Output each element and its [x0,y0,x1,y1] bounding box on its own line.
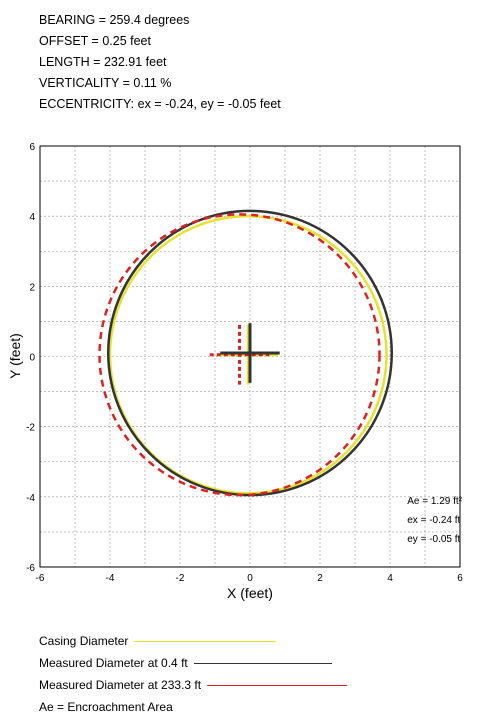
y-tick-label: 2 [29,282,35,293]
x-axis-label: X (feet) [227,585,273,601]
legend-item-casing: Casing Diameter [39,630,347,652]
chart-series [98,209,393,497]
y-tick-label: 6 [29,142,35,153]
series-circle-measured-bottom [98,213,381,497]
series-circle-casing [108,214,388,495]
y-tick-label: 4 [29,212,35,223]
encroachment-annotation: Ae = 1.29 ft² ex = -0.24 ft ey = -0.05 f… [407,492,462,549]
x-tick-label: 6 [457,573,463,584]
legend-label-measured-top: Measured Diameter at 0.4 ft [39,656,188,670]
legend-swatch-measured-top [193,662,332,664]
x-tick-label: 4 [387,573,393,584]
legend-label-casing: Casing Diameter [39,634,129,648]
legend-swatch-casing [134,640,277,642]
y-tick-label: -6 [26,563,35,574]
y-tick-label: -4 [26,493,35,504]
eccentricity-text: ECCENTRICITY: ex = -0.24, ey = -0.05 fee… [39,97,281,111]
ey-value: ey = -0.05 ft [407,534,461,545]
legend-item-measured-top: Measured Diameter at 0.4 ft [39,652,347,674]
ae-value: Ae = 1.29 ft² [407,496,462,507]
offset-text: OFFSET = 0.25 feet [39,34,151,48]
plot-frame [39,145,461,568]
x-tick-label: -6 [36,573,45,584]
x-tick-label: -4 [106,573,115,584]
verticality-text: VERTICALITY = 0.11 % [39,76,172,90]
legend-item-measured-bottom: Measured Diameter at 233.3 ft [39,674,348,696]
x-tick-label: 0 [247,573,253,584]
legend-label-ae: Ae = Encroachment Area [39,700,173,714]
x-tick-label: -2 [176,573,185,584]
ex-value: ex = -0.24 ft [407,515,461,526]
well-survey-summary: BEARING = 259.4 degrees OFFSET = 0.25 fe… [39,10,281,115]
bearing-text: BEARING = 259.4 degrees [39,13,190,27]
legend-label-measured-bottom: Measured Diameter at 233.3 ft [39,678,202,692]
tick-labels: -6 -4 -2 0 2 4 6 -6 -4 -2 0 2 4 6 [26,142,463,584]
x-tick-label: 2 [317,573,323,584]
y-tick-label: -2 [26,423,35,434]
y-tick-label: 0 [29,353,35,364]
legend-swatch-measured-bottom [207,684,348,686]
length-text: LENGTH = 232.91 feet [39,55,167,69]
y-axis-label: Y (feet) [7,333,23,379]
legend-item-ae: Ae = Encroachment Area [39,696,347,718]
eccentricity-chart: -6 -4 -2 0 2 4 6 -6 -4 -2 0 2 4 6 X (feet) Y (feet) [7,142,463,601]
chart-legend: Casing Diameter Measured Diameter at 0.4… [39,630,348,718]
